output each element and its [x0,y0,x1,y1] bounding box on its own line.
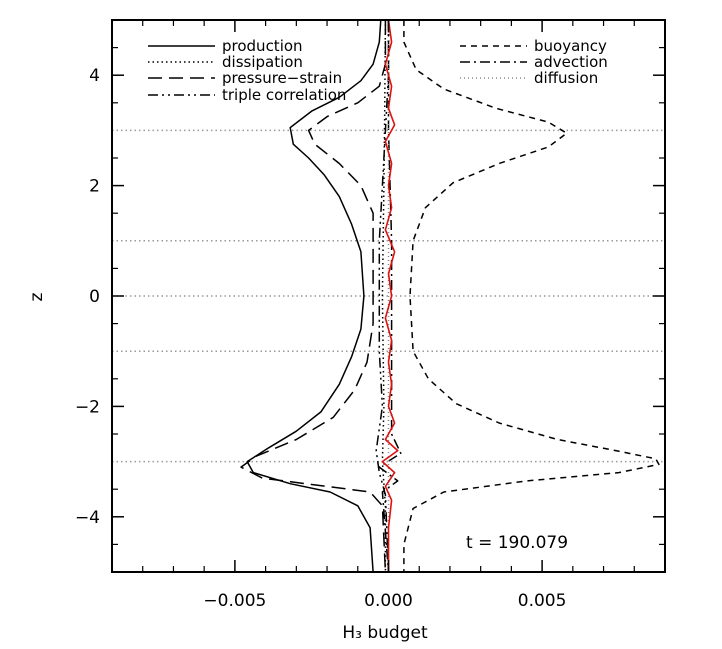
x-tick-label: 0.005 [518,591,567,611]
y-axis-label: z [27,292,47,301]
series-line-unlabeled [381,19,399,572]
x-tick-label: −0.005 [203,591,266,611]
y-tick-label: 0 [89,287,100,307]
series-line-buoyancy [403,20,660,572]
legend-label-production: production [222,37,303,55]
legend-label-buoyancy: buoyancy [534,37,607,55]
legend-label-advection: advection [534,53,608,71]
series-lines [240,19,660,573]
y-tick-label: −2 [75,397,100,417]
time-annotation: t = 190.079 [466,533,568,553]
legend-label-pressure-strain: pressure−strain [222,69,342,87]
legend-label-triple-correlation: triple correlation [222,86,346,104]
series-line-advection [378,20,402,573]
y-tick-label: 2 [89,177,100,197]
legend: productiondissipationpressure−straintrip… [148,37,608,104]
axis-ticks: −0.005 0.000 0.005 −4 −2 0 2 4 [75,20,665,611]
x-tick-label: 0.000 [364,591,413,611]
x-axis-label: H₃ budget [342,623,428,643]
legend-label-dissipation: dissipation [222,53,303,71]
y-tick-label: −4 [75,508,100,528]
legend-label-diffusion: diffusion [534,69,598,87]
series-line-pressure-strain [240,20,387,573]
series-line-triple-correlation [375,20,390,573]
y-tick-label: 4 [89,66,100,86]
